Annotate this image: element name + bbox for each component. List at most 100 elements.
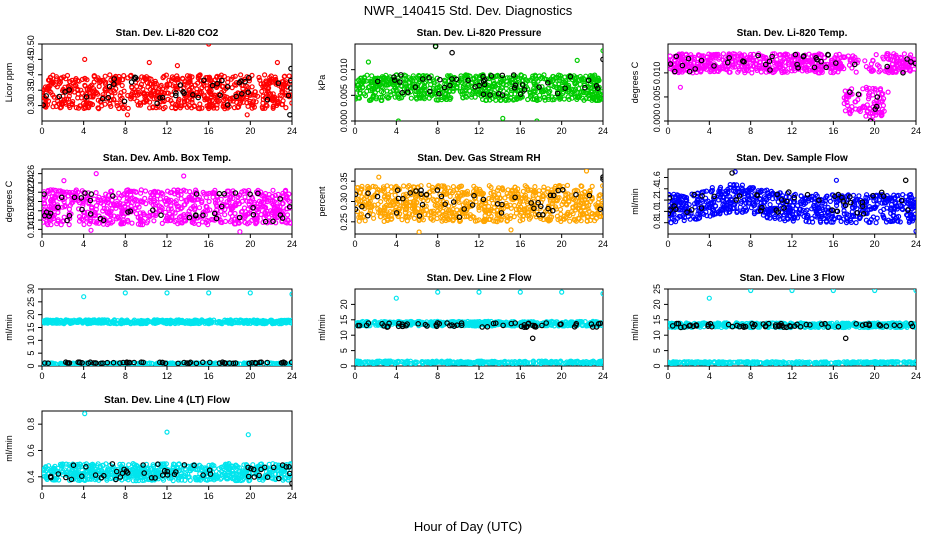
data-point xyxy=(566,183,570,187)
x-tick-label: 4 xyxy=(81,126,86,136)
data-point xyxy=(562,97,566,101)
data-point xyxy=(566,95,570,99)
y-tick-label: 0.000 xyxy=(652,110,662,133)
x-tick-label: 8 xyxy=(435,239,440,249)
x-tick-label: 12 xyxy=(474,126,484,136)
outlier-point xyxy=(83,57,87,61)
y-tick-label: 0.005 xyxy=(652,86,662,109)
data-point xyxy=(257,76,261,80)
data-point xyxy=(668,54,672,58)
outlier-point xyxy=(89,228,93,232)
data-point xyxy=(117,191,121,195)
y-tick-label: 0.50 xyxy=(26,35,36,53)
data-point xyxy=(863,59,867,63)
data-point xyxy=(912,67,916,71)
x-tick-label: 4 xyxy=(394,239,399,249)
data-point xyxy=(97,107,101,111)
x-tick-label: 16 xyxy=(204,126,214,136)
data-point xyxy=(582,98,586,102)
data-point xyxy=(536,196,540,200)
x-tick-label: 16 xyxy=(828,126,838,136)
data-point xyxy=(51,105,55,109)
data-point xyxy=(239,73,243,77)
data-point xyxy=(55,85,59,89)
outlier-point xyxy=(288,113,292,117)
outlier-point xyxy=(175,64,179,68)
data-point xyxy=(103,74,107,78)
outlier-point xyxy=(275,61,279,65)
x-tick-label: 12 xyxy=(787,126,797,136)
data-point xyxy=(721,52,725,56)
data-point xyxy=(76,96,80,100)
data-point xyxy=(412,216,416,220)
x-tick-label: 12 xyxy=(474,239,484,249)
x-tick-label: 4 xyxy=(394,126,399,136)
outlier-point xyxy=(245,113,249,117)
data-point xyxy=(48,75,52,79)
outlier-point xyxy=(182,174,186,178)
data-point xyxy=(759,70,763,74)
outlier-point xyxy=(289,66,293,70)
x-tick-label: 24 xyxy=(911,239,921,249)
x-tick-label: 0 xyxy=(665,126,670,136)
data-points xyxy=(666,170,918,233)
data-point xyxy=(243,195,247,199)
x-tick-label: 16 xyxy=(515,126,525,136)
data-point xyxy=(159,213,163,217)
series-dense xyxy=(353,169,604,234)
outlier-point xyxy=(366,60,370,64)
data-point xyxy=(536,79,540,83)
panel-title: Stan. Dev. Amb. Box Temp. xyxy=(103,153,231,164)
data-point xyxy=(63,85,67,89)
data-point xyxy=(497,192,501,196)
data-point xyxy=(260,89,264,93)
outlier-point xyxy=(501,116,505,120)
panel-title: Stan. Dev. Li-820 CO2 xyxy=(116,28,219,39)
data-point xyxy=(281,99,285,103)
data-point xyxy=(246,104,250,108)
data-point xyxy=(868,106,872,110)
x-tick-label: 0 xyxy=(352,239,357,249)
data-point xyxy=(144,189,148,193)
data-points xyxy=(353,44,605,123)
data-point xyxy=(843,109,847,113)
data-point xyxy=(160,221,164,225)
x-tick-label: 8 xyxy=(748,239,753,249)
data-point xyxy=(122,89,126,93)
y-tick-label: 0.010 xyxy=(339,58,349,81)
x-tick-label: 4 xyxy=(707,126,712,136)
data-points xyxy=(667,52,918,124)
data-point xyxy=(521,189,525,193)
outlier-point xyxy=(509,228,513,232)
data-point xyxy=(874,53,878,57)
data-point xyxy=(857,194,861,198)
data-point xyxy=(555,86,559,90)
x-tick-label: 8 xyxy=(748,126,753,136)
x-tick-label: 8 xyxy=(123,126,128,136)
outlier-point xyxy=(834,178,838,182)
data-point xyxy=(727,70,731,74)
y-tick-label: 0.25 xyxy=(339,213,349,231)
data-point xyxy=(807,220,811,224)
y-tick-label: 0.000 xyxy=(339,110,349,133)
y-tick-label: 0.30 xyxy=(339,193,349,211)
y-axis-label: Licor ppm xyxy=(4,63,14,103)
x-tick-label: 20 xyxy=(870,126,880,136)
y-tick-label: 0.005 xyxy=(339,84,349,107)
panel-title: Stan. Dev. Li-820 Pressure xyxy=(417,28,542,39)
outlier-point xyxy=(575,58,579,62)
data-point xyxy=(448,194,452,198)
data-point xyxy=(97,84,101,88)
data-point xyxy=(122,74,126,78)
data-point xyxy=(879,209,883,213)
data-point xyxy=(533,185,537,189)
data-point xyxy=(568,219,572,223)
x-tick-label: 12 xyxy=(787,239,797,249)
data-point xyxy=(778,53,782,57)
data-points xyxy=(40,291,294,367)
x-tick-label: 4 xyxy=(81,239,86,249)
y-axis-label: degrees C xyxy=(630,61,640,103)
x-tick-label: 20 xyxy=(245,126,255,136)
